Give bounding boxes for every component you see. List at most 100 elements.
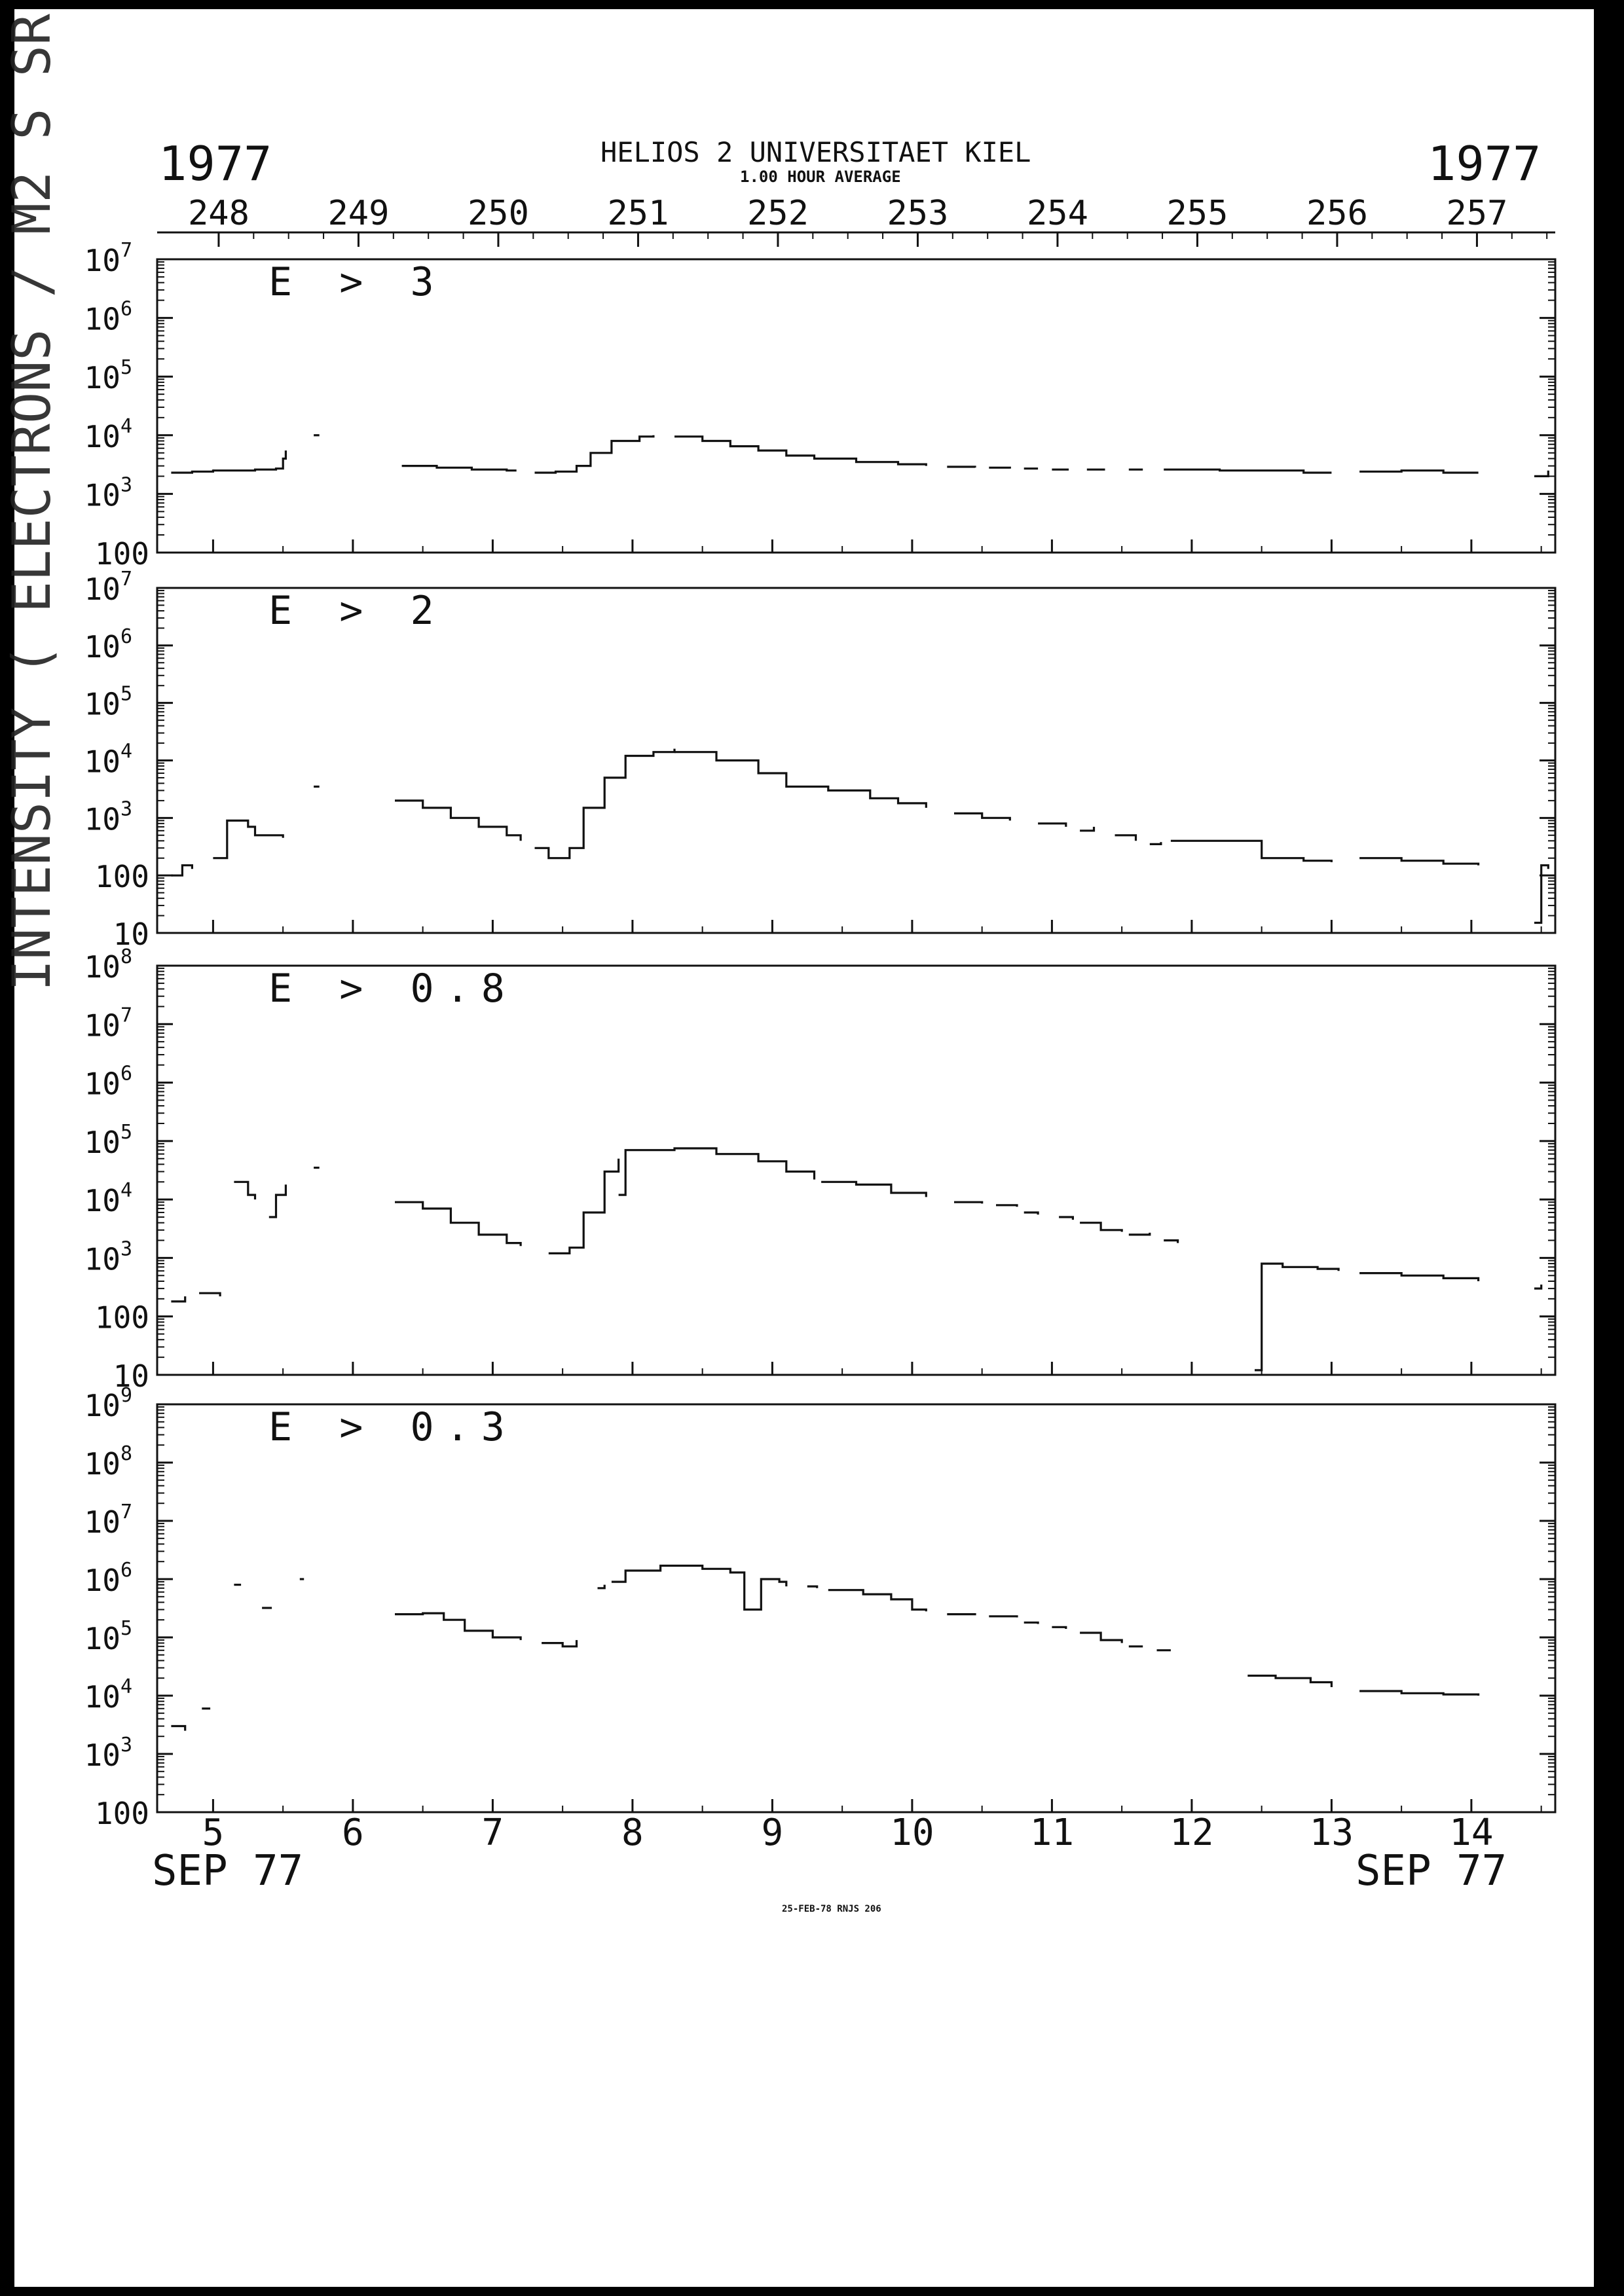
y-axis-tick-label: 107 [84,1004,132,1043]
bottom-axis-tick-label: 6 [342,1812,364,1854]
y-axis-tick-label: 100 [95,1300,149,1336]
data-series-segment [395,1612,522,1641]
data-series-segment [1080,826,1096,832]
y-axis-tick-label: 104 [84,415,132,454]
y-axis-tick-label: 107 [84,239,132,278]
data-series-segment [1038,822,1067,827]
data-series-segment [395,799,522,841]
data-series-segment [1149,842,1162,845]
plot-sheet: 1977 1977 HELIOS 2 UNIVERSITAET KIEL 1.0… [1,0,1594,2287]
data-series-segment [1024,1211,1039,1215]
y-axis-tick-label: 106 [84,298,132,337]
data-series-segment [213,450,287,472]
panel-frame [156,1403,1557,1813]
y-axis-tick-label: 107 [84,1501,132,1540]
y-axis-tick-label: 108 [84,945,132,985]
data-series-segment [268,1184,287,1218]
data-series-segment [1255,1262,1340,1372]
data-series-segment [597,1584,606,1590]
data-series-segment [1534,1285,1543,1290]
data-series-segment [821,1180,927,1197]
y-axis-tick-label: 106 [84,625,132,665]
y-axis-tick-label: 104 [84,1179,132,1218]
data-series-segment [1024,1621,1039,1624]
bottom-axis-tick-label: 12 [1170,1812,1213,1854]
data-series-segment [1359,469,1479,474]
data-series-segment [171,469,214,474]
data-series-segment [548,1158,620,1254]
bottom-axis-tick-label: 9 [762,1812,784,1854]
data-series-segment [171,864,193,877]
data-series-segment [618,1147,816,1196]
data-series-segment [534,435,655,474]
data-series-segment [542,1640,578,1648]
top-axis-tick-label: 253 [887,194,948,233]
data-series-segment [1115,834,1137,841]
y-axis-tick-label: 10 [113,917,149,952]
top-axis-tick-label: 255 [1166,194,1228,233]
data-series-segment [1359,857,1480,866]
data-series-segment [989,1615,1018,1618]
data-series-segment [1128,1232,1151,1236]
y-axis-tick-label: 104 [84,740,132,780]
data-series-segment [807,1585,819,1588]
y-axis-tick-label: 107 [84,568,132,607]
panel-frame [156,587,1557,934]
panel-energy-label: E > 0.8 [268,966,517,1011]
year-right: 1977 [1428,136,1541,191]
data-series-segment [674,435,927,466]
y-axis-tick-label: 10 [113,1358,149,1394]
y-axis-tick-label: 105 [84,1617,132,1656]
data-series-segment [989,466,1011,469]
top-axis-tick-label: 257 [1446,194,1507,233]
y-axis-tick-label: 103 [84,1734,132,1773]
y-axis-tick-label: 104 [84,1675,132,1715]
data-series-segment [674,751,927,808]
data-series-segment [1534,470,1549,477]
data-series-segment [213,819,284,860]
data-series-segment [401,465,517,472]
y-axis-tick-label: 105 [84,1121,132,1160]
y-axis-tick-label: 108 [84,1442,132,1482]
y-axis-tick-label: 105 [84,683,132,722]
y-axis-tick-label: 106 [84,1559,132,1598]
year-left: 1977 [158,136,272,191]
panel-frame [156,258,1557,554]
data-series-segment [1164,468,1332,474]
data-series-segment [395,1201,522,1247]
panel-energy-label: E > 3 [268,259,446,305]
y-axis-tick-label: 103 [84,473,132,513]
data-series-segment [1359,1272,1480,1281]
data-series-segment [611,1564,788,1611]
data-series-segment [954,812,1011,821]
top-axis-tick-label: 248 [188,194,249,233]
panel-energy-label: E > 0.3 [268,1404,517,1450]
data-series-segment [1164,1239,1179,1243]
bottom-axis-tick-label: 13 [1310,1812,1354,1854]
data-series-segment [171,1296,187,1303]
data-series-segment [1359,1690,1480,1696]
data-series-segment [1059,1216,1074,1220]
data-series-segment [199,1292,221,1297]
data-series-segment [1080,1631,1123,1643]
panel-energy-label: E > 2 [268,588,446,634]
y-axis-tick-label: 105 [84,356,132,395]
data-series-segment [954,1201,984,1204]
panel-frame [156,964,1557,1376]
y-axis-tick-label: 106 [84,1063,132,1102]
data-series-segment [1052,1626,1067,1629]
top-axis-tick-label: 256 [1306,194,1368,233]
y-axis-tick-label: 100 [95,1796,149,1831]
month-label-left: SEP 77 [152,1847,304,1895]
print-stamp: 25-FEB-78 RNJS 206 [782,1904,881,1914]
data-series-segment [1170,839,1333,862]
data-series-segment [828,1589,927,1612]
bottom-axis-tick-label: 10 [890,1812,934,1854]
bottom-axis-tick-label: 11 [1030,1812,1074,1854]
data-series-segment [1080,1222,1123,1232]
top-axis-tick-label: 251 [607,194,669,233]
data-series-segment [171,1724,187,1731]
y-axis-tick-label: 103 [84,1237,132,1277]
data-series-segment [534,748,676,860]
